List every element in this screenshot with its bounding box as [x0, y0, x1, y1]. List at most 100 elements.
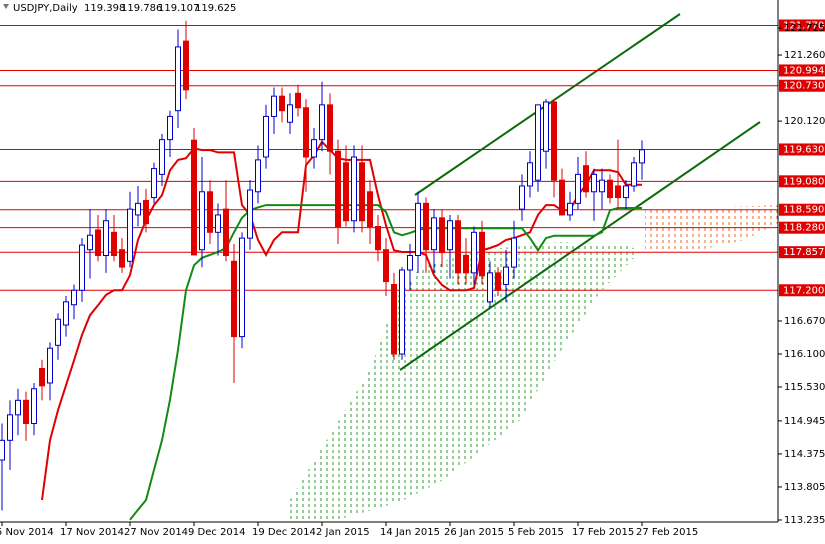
level-label: 120.730: [783, 81, 824, 92]
indicator-lines: [41, 140, 642, 521]
candle-body: [607, 179, 613, 199]
candle-body: [207, 191, 213, 233]
candle-body: [335, 150, 341, 228]
candle-body: [15, 399, 21, 416]
candle-body: [223, 208, 229, 256]
y-tick-label: 114.375: [784, 449, 825, 460]
x-tick-label: 27 Nov 2014: [124, 527, 188, 538]
candle-body: [95, 229, 101, 256]
candle-body: [391, 283, 397, 355]
x-tick-label: 14 Jan 2015: [380, 527, 440, 538]
y-tick-label: 113.805: [784, 482, 825, 493]
y-tick-label: 116.670: [784, 316, 825, 327]
candle-body: [279, 95, 285, 112]
candle-body: [39, 367, 45, 387]
candle-body: [439, 217, 445, 254]
candle-body: [135, 202, 141, 216]
candle-body: [239, 237, 245, 338]
candle-body: [295, 92, 301, 109]
candle-body: [479, 231, 485, 277]
level-label-box: [779, 143, 825, 156]
candle-body: [367, 191, 373, 228]
level-label: 120.994: [783, 65, 824, 76]
x-tick-label: 27 Feb 2015: [636, 527, 698, 538]
candle-body: [63, 301, 69, 326]
candle-body: [543, 101, 549, 152]
header-icon: [3, 4, 9, 9]
level-label-box: [779, 203, 825, 216]
level-label-box: [779, 19, 825, 32]
candle-body: [375, 226, 381, 251]
x-tick-label: 5 Feb 2015: [508, 527, 564, 538]
candle-body: [399, 269, 405, 355]
candle-body: [327, 104, 333, 152]
candle-body: [455, 220, 461, 274]
candle-body: [423, 202, 429, 251]
candle-body: [351, 156, 357, 222]
candle-body: [463, 254, 469, 274]
candle-body: [191, 139, 197, 256]
level-label-box: [779, 79, 825, 92]
candle-body: [7, 414, 13, 441]
candle-body: [79, 244, 85, 291]
candle-body: [119, 249, 125, 268]
candle-body: [71, 289, 77, 306]
candle-body: [319, 104, 325, 141]
candle-body: [511, 237, 517, 268]
x-tick-label: 26 Jan 2015: [444, 527, 504, 538]
level-label-box: [779, 246, 825, 259]
axes: 121.725 121.260 120.120 116.670 116.100 115.5…: [0, 23, 825, 538]
candle-body: [231, 260, 237, 338]
candle-body: [591, 173, 597, 193]
candle-body: [159, 139, 165, 175]
y-tick-label: 114.945: [784, 416, 825, 427]
candle-body: [87, 234, 93, 251]
candle-body: [47, 347, 53, 384]
candle-body: [615, 185, 621, 199]
candle-body: [247, 189, 253, 239]
candle-body: [111, 231, 117, 256]
header-close: 119.625: [195, 3, 236, 14]
y-tick-label: 121.260: [784, 50, 825, 61]
level-label: 118.590: [783, 205, 824, 216]
level-label: 117.857: [783, 247, 824, 258]
candle-body: [487, 272, 493, 303]
y-tick-label: 121.725: [784, 23, 825, 34]
candle-body: [599, 179, 605, 193]
x-tick-label: 2 Jan 2015: [316, 527, 370, 538]
y-tick-label: 120.120: [784, 116, 825, 127]
candle-body: [183, 40, 189, 91]
candle-body: [583, 165, 589, 193]
candle-body: [519, 185, 525, 210]
x-tick-label: 19 Dec 2014: [252, 527, 316, 538]
indicator-line: [41, 140, 642, 501]
candle-body: [271, 95, 277, 117]
candle-body: [103, 220, 109, 256]
candle-body: [535, 104, 541, 181]
level-label: 117.200: [783, 285, 824, 296]
candle-body: [559, 179, 565, 216]
candle-body: [23, 399, 29, 425]
candle-body: [639, 149, 645, 164]
x-tick-label: 17 Nov 2014: [60, 527, 124, 538]
y-tick-label: 116.100: [784, 349, 825, 360]
level-label: 119.630: [783, 144, 824, 155]
candle-body: [199, 191, 205, 251]
candle-body: [167, 115, 173, 141]
candle-body: [431, 217, 437, 251]
trend-line: [399, 121, 761, 371]
candle-body: [151, 168, 157, 199]
candle-body: [623, 185, 629, 199]
candle-body: [0, 439, 5, 461]
candle-body: [215, 214, 221, 233]
y-tick-label: 115.530: [784, 382, 825, 393]
candle-body: [471, 231, 477, 274]
candle-body: [359, 162, 365, 222]
candle-body: [263, 115, 269, 158]
ichimoku-cloud-future: [645, 205, 778, 252]
chart-title: USDJPY,Daily: [13, 3, 78, 14]
header-low: 119.107: [158, 3, 199, 14]
x-tick-label: 9 Dec 2014: [188, 527, 246, 538]
candles: [0, 20, 645, 511]
